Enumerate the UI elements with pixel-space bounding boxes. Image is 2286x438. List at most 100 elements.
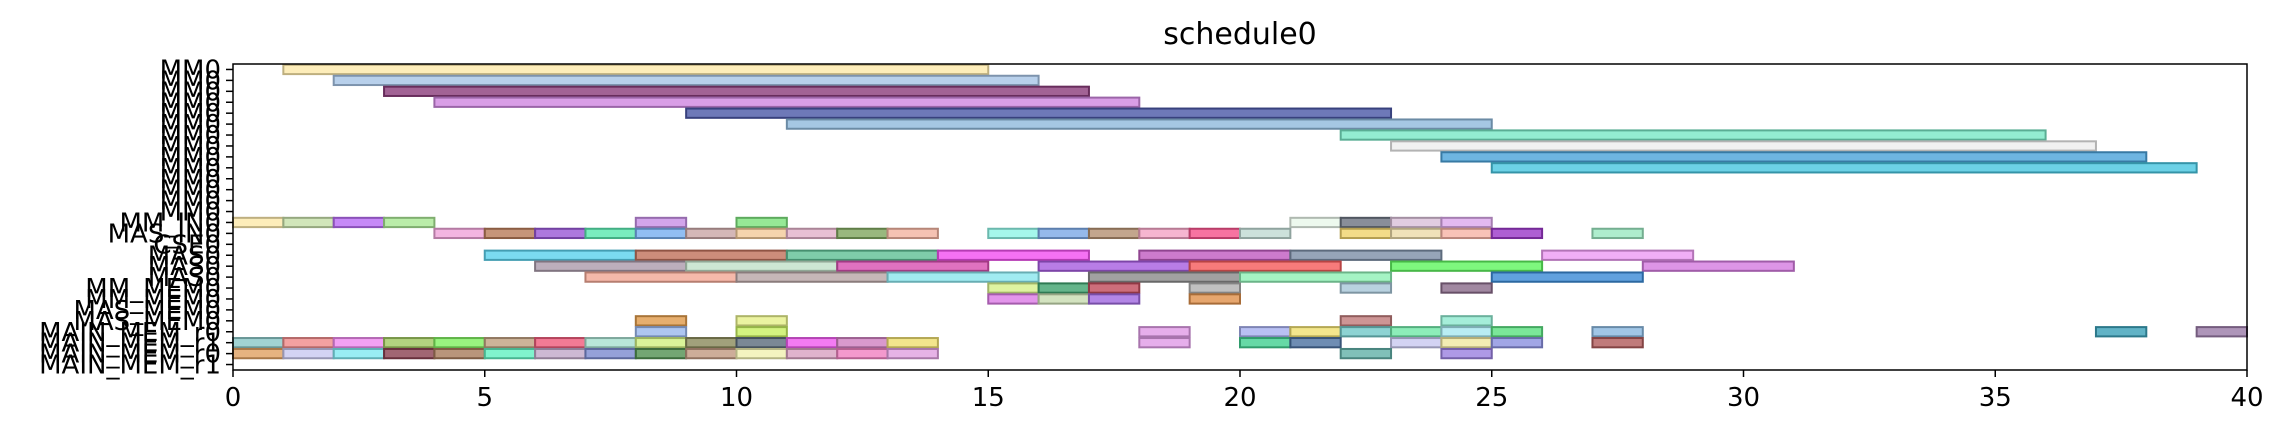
task-bar bbox=[785, 347, 839, 360]
x-tick-label: 35 bbox=[1979, 383, 2012, 413]
task-bar bbox=[1390, 337, 1443, 349]
task-bar bbox=[1440, 151, 2148, 163]
task-bar bbox=[1239, 227, 1292, 240]
task-bar bbox=[886, 347, 939, 360]
task-bar bbox=[634, 315, 688, 327]
task-bar bbox=[1087, 282, 1141, 294]
task-bar bbox=[282, 63, 990, 76]
task-bar bbox=[1490, 271, 1644, 283]
task-bar bbox=[584, 271, 738, 283]
task-bar bbox=[1087, 271, 1241, 283]
y-tick-label: MAS_MEM0 bbox=[73, 307, 221, 337]
task-bar bbox=[1591, 227, 1644, 240]
task-bar bbox=[282, 347, 335, 360]
x-tick-label: 5 bbox=[476, 383, 493, 413]
y-tick-label: MAIN_MEM_r1 bbox=[39, 351, 221, 381]
y-tick-label: MM_MEM0 bbox=[85, 285, 221, 315]
task-bar bbox=[1289, 326, 1342, 338]
task-bar bbox=[634, 347, 688, 360]
y-tick-label: MM0 bbox=[160, 198, 221, 228]
task-bar bbox=[383, 347, 436, 360]
y-tick-label: MAIN_MEM_r1 bbox=[39, 329, 221, 359]
task-bar bbox=[1339, 129, 2047, 141]
task-bar bbox=[1440, 282, 1493, 294]
task-bar bbox=[836, 347, 889, 360]
chart-title: schedule0 bbox=[1163, 17, 1317, 52]
y-tick-label: MAS_IN0 bbox=[108, 219, 221, 249]
task-bar bbox=[886, 271, 1040, 283]
y-tick-label: MAS_MEM0 bbox=[73, 296, 221, 326]
task-bar bbox=[1037, 282, 1090, 294]
task-bar bbox=[1440, 326, 1493, 338]
task-bar bbox=[2094, 326, 2148, 338]
task-bar bbox=[1390, 140, 2097, 152]
task-bar bbox=[836, 260, 990, 272]
task-bar bbox=[1138, 326, 1191, 338]
task-bar bbox=[584, 227, 637, 240]
task-bar bbox=[685, 227, 738, 240]
y-tick-label: MM0 bbox=[160, 187, 221, 217]
y-tick-label: CSE0 bbox=[153, 230, 221, 260]
task-bar bbox=[1087, 227, 1141, 240]
task-bar bbox=[987, 293, 1040, 305]
task-bar bbox=[785, 249, 939, 261]
task-bar bbox=[1188, 282, 1242, 294]
y-tick-label: MAIN_MEM_r0 bbox=[39, 340, 221, 370]
task-bar bbox=[1037, 227, 1090, 240]
task-bar bbox=[1641, 260, 1795, 272]
task-bar bbox=[685, 337, 738, 349]
task-bar bbox=[836, 337, 889, 349]
task-bar bbox=[534, 260, 688, 272]
x-tick-label: 25 bbox=[1475, 383, 1508, 413]
task-bar bbox=[1188, 293, 1242, 305]
task-bar bbox=[1289, 249, 1443, 261]
task-bar bbox=[433, 227, 486, 240]
task-bar bbox=[1490, 162, 2198, 174]
task-bar bbox=[433, 96, 1141, 108]
task-bar bbox=[735, 326, 788, 338]
task-bar bbox=[534, 337, 587, 349]
task-bar bbox=[483, 347, 537, 360]
task-bar bbox=[584, 337, 637, 349]
task-bar bbox=[1390, 227, 1443, 240]
task-bar bbox=[735, 216, 788, 229]
task-bar bbox=[232, 347, 285, 360]
task-bar bbox=[1490, 227, 1544, 240]
y-tick-label: MM0 bbox=[160, 55, 221, 85]
task-bar bbox=[534, 347, 587, 360]
task-bar bbox=[1490, 326, 1544, 338]
task-bar bbox=[232, 216, 285, 229]
task-bar bbox=[1289, 216, 1342, 229]
x-tick-label: 30 bbox=[1727, 383, 1760, 413]
task-bar bbox=[685, 260, 839, 272]
x-tick-label: 40 bbox=[2230, 383, 2263, 413]
y-tick-label: MM0 bbox=[160, 99, 221, 129]
y-tick-label: MM_IN0 bbox=[119, 208, 221, 238]
y-tick-label: MAS0 bbox=[148, 252, 221, 282]
task-bar bbox=[735, 347, 788, 360]
task-bar bbox=[735, 271, 889, 283]
y-tick-label: MM0 bbox=[160, 176, 221, 206]
task-bar bbox=[483, 249, 637, 261]
task-bar bbox=[735, 315, 788, 327]
y-tick-label: MM0 bbox=[160, 110, 221, 140]
task-bar bbox=[634, 227, 688, 240]
plot-frame bbox=[232, 63, 2248, 371]
task-bar bbox=[735, 337, 788, 349]
task-bar bbox=[634, 326, 688, 338]
task-bar bbox=[1239, 271, 1393, 283]
task-bar bbox=[483, 337, 537, 349]
y-tick-label: MM0 bbox=[160, 154, 221, 184]
task-bar bbox=[534, 227, 587, 240]
task-bar bbox=[1087, 293, 1141, 305]
task-bar bbox=[584, 347, 637, 360]
x-tick-label: 0 bbox=[225, 383, 242, 413]
task-bar bbox=[332, 74, 1040, 87]
task-bar bbox=[785, 227, 839, 240]
x-tick-label: 15 bbox=[972, 383, 1005, 413]
y-tick-label: MM0 bbox=[160, 88, 221, 118]
task-bar bbox=[1440, 216, 1493, 229]
task-bar bbox=[1138, 227, 1191, 240]
task-bar bbox=[1339, 216, 1393, 229]
